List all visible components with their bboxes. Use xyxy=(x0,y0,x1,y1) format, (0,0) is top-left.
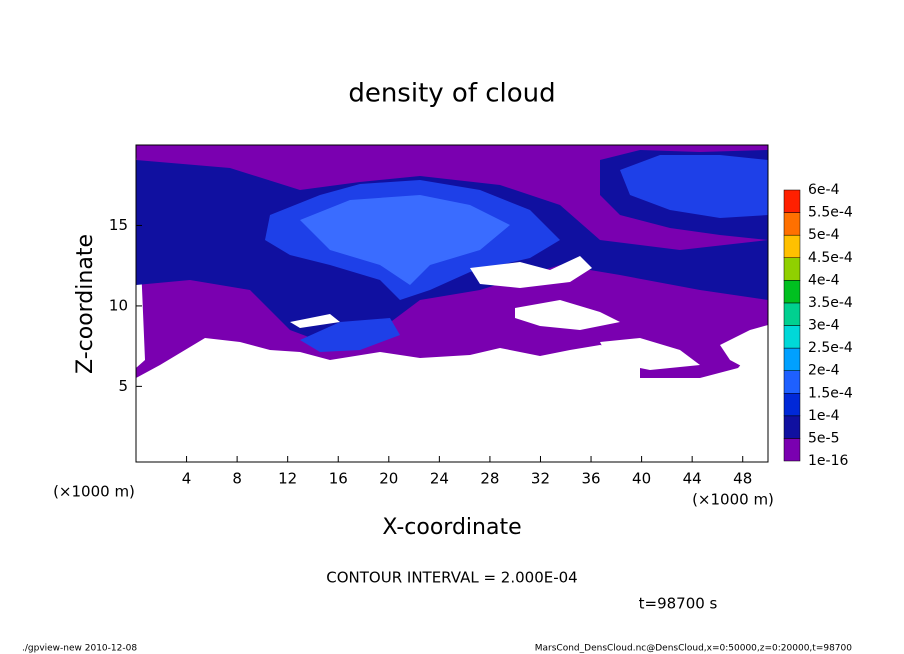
colorbar-label: 1e-4 xyxy=(808,408,840,424)
footer-left: ./gpview-new 2010-12-08 xyxy=(22,644,137,654)
x-tick-label: 8 xyxy=(232,470,242,488)
x-tick-label: 16 xyxy=(329,470,348,488)
colorbar-band xyxy=(783,325,801,349)
x-unit-label: (×1000 m) xyxy=(692,491,774,509)
x-tick-label: 20 xyxy=(379,470,398,488)
colorbar-band xyxy=(783,347,801,371)
x-tick-label: 40 xyxy=(632,470,651,488)
colorbar-label: 2e-4 xyxy=(808,363,840,379)
colorbar-band xyxy=(783,257,801,281)
x-tick-label: 12 xyxy=(278,470,297,488)
contour-field xyxy=(136,145,768,462)
colorbar-label: 4.5e-4 xyxy=(808,250,853,266)
colorbar-label: 1e-16 xyxy=(808,453,848,469)
colorbar-label: 5e-5 xyxy=(808,430,839,446)
colorbar-label: 2.5e-4 xyxy=(808,340,853,356)
empty-region xyxy=(136,256,768,462)
y-tick-label: 10 xyxy=(109,296,128,314)
colorbar-band xyxy=(783,212,801,236)
x-tick-label: 44 xyxy=(683,470,702,488)
x-tick-label: 48 xyxy=(733,470,752,488)
colorbar-band xyxy=(783,280,801,304)
y-tick-label: 5 xyxy=(118,377,128,395)
x-axis-label: X-coordinate xyxy=(382,515,521,540)
x-tick-label: 32 xyxy=(531,470,550,488)
x-tick-label: 4 xyxy=(182,470,192,488)
colorbar-band xyxy=(783,302,801,326)
time-label: t=98700 s xyxy=(639,595,718,613)
y-axis-label: Z-coordinate xyxy=(73,234,98,374)
colorbar-label: 5e-4 xyxy=(808,227,840,243)
colorbar-band xyxy=(783,370,801,394)
colorbar-band xyxy=(783,438,801,462)
y-tick-label: 15 xyxy=(109,216,128,234)
colorbar-label: 3.5e-4 xyxy=(808,295,853,311)
contour-region xyxy=(300,195,510,285)
contour-region xyxy=(620,155,768,218)
colorbar-band xyxy=(783,415,801,439)
contour-region xyxy=(300,318,400,352)
colorbar-label: 5.5e-4 xyxy=(808,205,853,221)
colorbar-label: 4e-4 xyxy=(808,272,840,288)
chart-title: density of cloud xyxy=(348,79,555,109)
colorbar-band xyxy=(783,393,801,417)
colorbar-band xyxy=(783,189,801,213)
x-tick-label: 36 xyxy=(581,470,600,488)
footer-right: MarsCond_DensCloud.nc@DensCloud,x=0:5000… xyxy=(535,644,852,654)
colorbar-band xyxy=(783,234,801,259)
colorbar-label: 6e-4 xyxy=(808,182,840,198)
colorbar-label: 3e-4 xyxy=(808,318,840,334)
colorbar-label: 1.5e-4 xyxy=(808,385,853,401)
contour-interval: CONTOUR INTERVAL = 2.000E-04 xyxy=(326,569,577,587)
x-tick-label: 28 xyxy=(480,470,499,488)
plot-frame xyxy=(135,144,769,463)
y-unit-label: (×1000 m) xyxy=(53,483,135,501)
x-tick-label: 24 xyxy=(430,470,449,488)
